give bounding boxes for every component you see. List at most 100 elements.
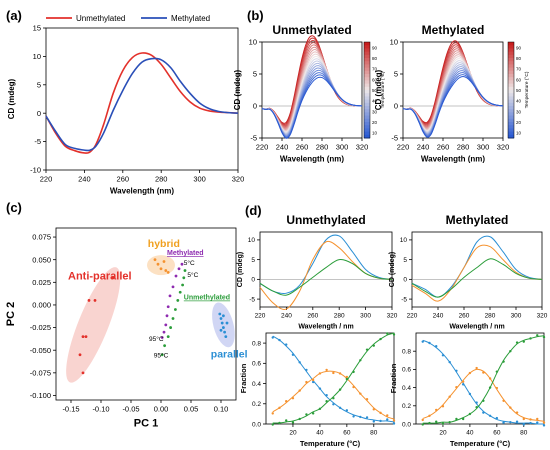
y-tick-label: -5 xyxy=(34,137,41,146)
fraction-point xyxy=(318,407,322,411)
colorbar-cell xyxy=(508,122,514,126)
fraction-point xyxy=(482,371,485,374)
colorbar-cell xyxy=(364,112,370,117)
x-tick-label: 240 xyxy=(276,143,289,152)
y-axis-label: CD (mdeg) xyxy=(237,252,244,287)
fraction-point xyxy=(386,332,389,335)
fraction-point xyxy=(278,338,281,342)
colorbar-cell xyxy=(364,86,370,91)
colorbar-cell xyxy=(364,106,370,110)
y-tick-label: 0.8 xyxy=(252,340,261,347)
x-tick-label: 300 xyxy=(477,143,490,152)
fraction-point xyxy=(285,343,288,346)
y-tick-label: 0.000 xyxy=(32,301,51,310)
colorbar-cell xyxy=(364,83,370,88)
fraction-point xyxy=(291,397,295,400)
scatter-point xyxy=(222,326,225,329)
series-line-1 xyxy=(45,57,239,152)
fraction-point xyxy=(271,423,274,426)
scatter-point xyxy=(164,323,168,327)
scatter-point xyxy=(87,299,91,302)
y-tick-label: 0.0 xyxy=(252,421,261,428)
y-axis-label: Fraction xyxy=(389,363,398,393)
fraction-point xyxy=(338,372,342,375)
chart-a: 220 240 260 280 300 320 -10 -5 0 5 10 15 Wavelength … xyxy=(7,14,244,196)
spectrum-line-0 xyxy=(259,234,393,295)
fraction-point xyxy=(278,421,281,425)
fraction-point xyxy=(455,417,458,421)
y-tick-label: 0 xyxy=(251,277,255,284)
temperature-curve xyxy=(261,62,363,135)
y-axis-label: CD (mdeg) xyxy=(374,69,383,110)
scatter-point xyxy=(178,290,182,294)
x-tick-label: 240 xyxy=(78,175,91,184)
colorbar-cell xyxy=(364,115,370,120)
x-tick-label: 300 xyxy=(511,313,522,320)
y-tick-label: -0.075 xyxy=(30,368,51,377)
fraction-point xyxy=(386,414,389,417)
x-tick-label: 60 xyxy=(493,430,501,437)
scatter-point xyxy=(174,274,178,278)
x-tick-label: 320 xyxy=(356,143,369,152)
fraction-point xyxy=(441,422,445,425)
y-tick-label: -0.025 xyxy=(30,323,51,332)
fraction-point xyxy=(365,348,369,351)
y-tick-label: 0.0 xyxy=(402,421,411,428)
chart-title: Unmethylated xyxy=(272,23,351,37)
x-tick-label: 260 xyxy=(117,175,130,184)
colorbar-cell xyxy=(364,80,370,85)
colorbar-tick-label: 10 xyxy=(372,131,378,136)
fraction-point xyxy=(542,424,546,427)
fraction-point xyxy=(488,414,492,418)
fraction-point xyxy=(495,370,499,373)
y-tick-label: 10 xyxy=(33,52,41,61)
x-tick-label: 20 xyxy=(289,430,297,437)
x-axis-label: Wavelength / nm xyxy=(298,324,353,331)
colorbar-cell xyxy=(508,42,514,46)
scatter-point xyxy=(160,336,164,339)
scatter-point xyxy=(166,305,170,309)
panel-label-b: (b) xyxy=(247,8,264,23)
scatter-point xyxy=(181,283,185,287)
y-tick-label: -5 xyxy=(249,296,255,303)
y-tick-label: 0 xyxy=(37,109,41,118)
fraction-point xyxy=(386,418,389,421)
scatter-point xyxy=(182,276,186,280)
panel-label-c: (c) xyxy=(6,200,22,215)
scatter-point xyxy=(93,299,97,302)
x-axis-label: PC 1 xyxy=(134,418,158,430)
y-tick-label: 0.6 xyxy=(402,367,411,374)
colorbar-cell xyxy=(508,77,514,81)
fraction-point xyxy=(271,412,274,415)
scatter-point xyxy=(223,330,227,334)
scatter-point xyxy=(168,294,172,298)
colorbar-cell xyxy=(364,102,370,107)
fraction-point xyxy=(352,385,355,389)
fraction-point xyxy=(298,389,301,392)
scatter-point xyxy=(166,335,170,339)
y-tick-label: 0.050 xyxy=(32,255,51,264)
colorbar-cell xyxy=(508,45,514,49)
fraction-point xyxy=(502,399,505,402)
y-tick-label: 5 xyxy=(403,257,407,264)
temperature-annotation: 5°C xyxy=(184,259,195,267)
scatter-point xyxy=(163,344,167,348)
y-tick-label: 0 xyxy=(403,277,407,284)
fraction-point xyxy=(515,411,519,414)
x-axis-label: Temperature (°C) xyxy=(450,439,511,448)
y-tick-label: 5 xyxy=(253,70,257,79)
fraction-point xyxy=(448,420,451,424)
y-tick-label: 10 xyxy=(249,38,257,47)
fraction-point xyxy=(428,421,431,425)
x-tick-label: 220 xyxy=(407,313,418,320)
group-label: Anti-parallel xyxy=(68,271,132,283)
chart-b2: 220 240 260 280 300 320 -5 0 5 10 Wavelength (nm) C… xyxy=(374,23,530,164)
spectrum-line-2 xyxy=(411,258,543,298)
scatter-point xyxy=(156,262,160,266)
chart-title: Unmethylated xyxy=(286,213,365,227)
x-axis-label: Wavelength (nm) xyxy=(110,187,174,196)
fraction-point xyxy=(482,399,485,402)
fraction-point xyxy=(455,369,458,372)
x-tick-label: -0.10 xyxy=(92,405,109,414)
y-tick-label: 10 xyxy=(248,237,256,244)
